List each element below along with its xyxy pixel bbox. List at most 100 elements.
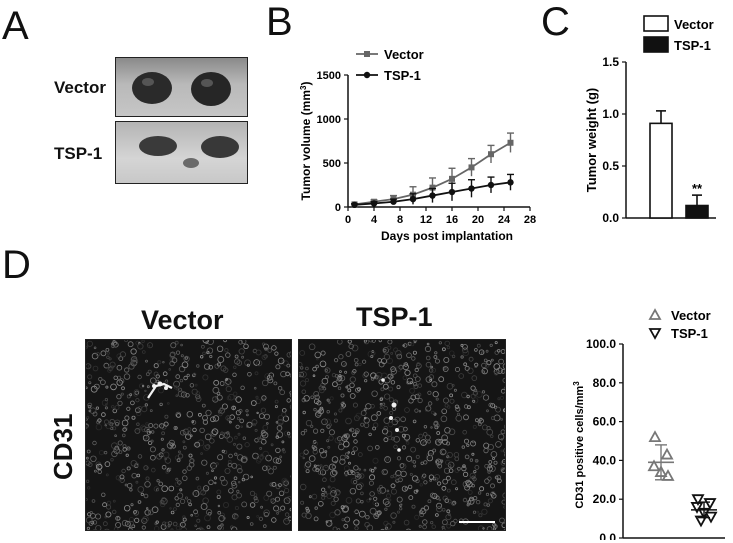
tissue-cell <box>218 515 226 522</box>
tissue-cell <box>448 468 454 474</box>
tissue-cell <box>305 469 310 474</box>
tissue-cell <box>393 444 398 449</box>
tissue-cell <box>171 357 178 364</box>
tissue-cell <box>283 360 289 367</box>
tissue-cell <box>209 354 213 359</box>
tissue-cell <box>186 431 192 436</box>
tissue-cell <box>473 496 478 501</box>
tissue-cell <box>254 371 259 376</box>
tissue-cell <box>320 350 326 356</box>
tissue-cell <box>504 386 505 389</box>
tissue-cell <box>86 460 91 466</box>
tissue-cell <box>396 456 402 461</box>
tissue-cell <box>318 448 325 454</box>
tissue-cell <box>130 348 137 355</box>
tissue-cell <box>494 341 498 345</box>
tissue-cell <box>363 416 367 420</box>
tissue-cell <box>326 398 330 402</box>
tissue-cell <box>424 434 431 441</box>
tissue-cell <box>167 521 173 526</box>
panel-letter-b: B <box>266 0 293 44</box>
panel-letter-a: A <box>2 4 29 48</box>
tissue-cell <box>303 449 309 455</box>
tissue-cell <box>478 349 485 355</box>
tissue-cell <box>485 492 490 496</box>
tissue-cell <box>360 410 367 416</box>
tissue-cell <box>281 412 287 418</box>
tissue-cell <box>472 397 479 404</box>
tissue-cell <box>503 529 505 530</box>
tissue-cell <box>95 406 99 410</box>
tissue-cell <box>211 428 219 435</box>
tissue-cell <box>95 463 103 470</box>
micrograph-tsp1-texture <box>299 340 505 530</box>
tissue-cell <box>349 393 356 399</box>
tissue-cell <box>160 497 168 505</box>
tissue-cell <box>377 510 382 516</box>
tissue-cell <box>310 395 315 400</box>
tissue-cell <box>260 505 264 509</box>
tissue-cell <box>488 465 496 473</box>
tissue-cell <box>225 385 232 393</box>
tissue-cell <box>434 351 438 355</box>
tissue-cell <box>462 349 470 356</box>
tissue-cell <box>282 408 287 413</box>
stained-vessel <box>381 378 385 382</box>
tissue-cell <box>474 459 479 463</box>
tissue-cell <box>180 526 188 530</box>
tissue-cell <box>232 391 238 396</box>
tissue-cell <box>316 357 319 361</box>
tissue-cell <box>170 510 175 515</box>
tissue-cell <box>484 464 489 469</box>
tissue-cell <box>471 452 475 456</box>
data-point <box>648 430 662 443</box>
tissue-cell <box>92 365 99 372</box>
tissue-cell <box>141 384 145 388</box>
tissue-cell <box>263 494 270 501</box>
tissue-cell <box>104 461 111 467</box>
tissue-cell <box>345 497 353 504</box>
tissue-cell <box>220 365 227 372</box>
tissue-cell <box>423 460 428 465</box>
tissue-cell <box>182 469 187 474</box>
tissue-cell <box>176 458 181 463</box>
tissue-cell <box>126 406 131 411</box>
tissue-cell <box>349 376 356 383</box>
data-point <box>647 459 661 472</box>
tissue-cell <box>460 355 464 359</box>
tissue-cell <box>147 344 150 348</box>
tissue-cell <box>474 418 479 423</box>
tissue-cell <box>124 340 128 343</box>
tissue-cell <box>463 362 468 367</box>
tissue-cell <box>198 526 204 530</box>
tissue-cell <box>276 431 284 438</box>
tissue-cell <box>341 506 349 514</box>
tissue-cell <box>270 443 274 447</box>
tissue-cell <box>229 414 235 420</box>
tissue-cell <box>174 340 179 345</box>
tissue-cell <box>470 440 477 447</box>
tissue-cell <box>504 453 505 457</box>
tissue-cell <box>468 356 474 362</box>
tissue-cell <box>462 344 468 350</box>
tissue-cell <box>144 389 147 393</box>
tissue-cell <box>411 504 416 509</box>
tissue-cell <box>414 408 419 413</box>
tissue-cell <box>391 436 395 441</box>
tissue-cell <box>193 509 198 515</box>
image-title-vector: Vector <box>141 305 224 335</box>
tissue-cell <box>501 499 505 505</box>
tissue-cell <box>153 363 159 369</box>
tissue-cell <box>313 407 317 412</box>
tissue-cell <box>360 491 364 496</box>
y-tick-label: 1.0 <box>602 107 619 121</box>
tissue-cell <box>289 404 291 410</box>
tissue-cell <box>435 458 442 466</box>
x-tick-label: 20 <box>472 214 484 226</box>
tissue-cell <box>400 416 406 423</box>
tissue-cell <box>108 357 112 361</box>
tissue-cell <box>401 485 408 492</box>
tissue-cell <box>179 488 183 492</box>
tissue-cell <box>240 385 245 390</box>
tissue-cell <box>416 362 421 367</box>
